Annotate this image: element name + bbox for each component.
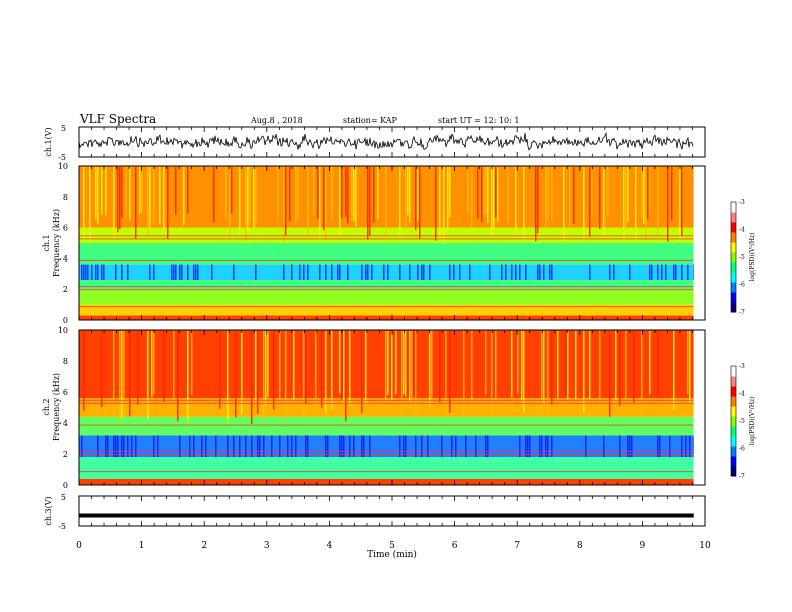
ch2-spectrogram-panel: ch.2 Frequency (kHz) 0 2 4 6 8 10 — [42, 326, 706, 490]
ch1-spec-ylabel: Frequency (kHz) — [52, 209, 61, 277]
spec1-ytick-label: 2 — [63, 285, 68, 294]
x-tick-label: 8 — [577, 541, 583, 551]
colorbar-tick-label: -6 — [739, 282, 745, 289]
colorbar-tick-label: -7 — [739, 309, 745, 316]
colorbar-tick-label: -4 — [739, 391, 745, 398]
ch1-ytick-bottom: -5 — [58, 153, 66, 162]
colorbar-segment — [731, 456, 736, 467]
colorbar-segment — [731, 242, 736, 253]
ch2-spec-ylabel: Frequency (kHz) — [52, 373, 61, 441]
colorbar-tick-label: -3 — [739, 199, 745, 206]
x-tick-label: 5 — [389, 541, 395, 551]
x-tick-label: 4 — [327, 541, 333, 551]
x-tick-labels: 0 1 2 3 4 5 6 7 8 9 10 — [76, 541, 711, 551]
x-tick-label: 6 — [452, 541, 458, 551]
x-tick-label: 1 — [139, 541, 145, 551]
colorbar-segment — [731, 396, 736, 407]
colorbar-label: log(PSD)(V²/Hz) — [749, 233, 756, 282]
axis-ticks — [78, 127, 706, 526]
spec2-ytick-label: 8 — [63, 357, 68, 366]
colorbar-segment — [731, 366, 736, 377]
colorbar-tick-label: -6 — [739, 446, 745, 453]
spec1-ytick-label: 6 — [63, 224, 68, 233]
colorbar-segment — [731, 446, 736, 457]
spec2-ytick-label: 4 — [63, 419, 68, 428]
colorbar-segment — [731, 202, 736, 213]
colorbar-frame — [730, 201, 737, 313]
colorbars: -3 -4 -5 -6 -7 log(PSD)(V²/Hz) -3 -4 -5 -6 -7 log(P… — [730, 199, 756, 480]
colorbar-segment — [731, 302, 736, 313]
colorbar-tick-label: -3 — [739, 363, 745, 370]
figure-title: VLF Spectra — [79, 112, 156, 126]
spec1-ytick-label: 0 — [63, 316, 68, 325]
colorbar-segment — [731, 416, 736, 427]
colorbar-segment — [731, 222, 736, 233]
date-label: Aug.8 , 2018 — [250, 116, 303, 125]
ch1-ylabel: ch.1(V) — [44, 127, 53, 156]
ch1-waveform-panel: 5 -5 ch.1(V) — [44, 124, 706, 162]
ch3-ylabel: ch.3(V) — [44, 496, 53, 525]
colorbar-segment — [731, 426, 736, 437]
x-tick-label: 3 — [264, 541, 270, 551]
ch3-waveform-line — [79, 513, 694, 518]
spec1-ytick-label: 4 — [63, 254, 68, 263]
ch1-spec-ylabel-channel: ch.1 — [42, 234, 51, 251]
ch1-spectrogram-image — [79, 166, 705, 320]
colorbar-segment — [731, 212, 736, 223]
ch3-ytick-bottom: -5 — [58, 522, 66, 531]
spec2-ytick-label: 10 — [58, 326, 68, 335]
ch1-spectrogram-panel: ch.1 Frequency (kHz) 0 2 4 6 8 10 — [42, 162, 706, 325]
colorbar-segment — [731, 386, 736, 397]
x-tick-label: 7 — [514, 541, 520, 551]
station-label: station= KAP — [343, 116, 398, 125]
colorbar-segment — [731, 376, 736, 387]
ch3-waveform-panel: 5 -5 ch.3(V) — [44, 493, 706, 531]
ch1-ytick-top: 5 — [61, 124, 66, 133]
spec2-ytick-label: 0 — [63, 481, 68, 490]
colorbar-frame — [730, 365, 737, 477]
ch3-ytick-top: 5 — [61, 493, 66, 502]
x-tick-label: 2 — [201, 541, 207, 551]
colorbar-segment — [731, 292, 736, 303]
x-tick-label: 0 — [76, 541, 82, 551]
colorbar-tick-label: -7 — [739, 473, 745, 480]
ch1-waveform-line — [78, 131, 694, 151]
start-ut-label: start UT = 12: 10: 1 — [438, 116, 519, 125]
colorbar-segment — [731, 436, 736, 447]
spec2-ytick-label: 6 — [63, 388, 68, 397]
ch2-spectrogram-image — [79, 330, 705, 485]
x-tick-label: 10 — [699, 541, 711, 551]
colorbar-segment — [731, 406, 736, 417]
colorbar-segment — [731, 282, 736, 293]
colorbar-tick-label: -4 — [739, 227, 745, 234]
ch2-spec-ylabel-channel: ch.2 — [42, 398, 51, 415]
colorbar-tick-label: -5 — [739, 418, 745, 425]
spec2-ytick-label: 2 — [63, 450, 68, 459]
spec1-ytick-label: 10 — [58, 162, 68, 171]
colorbar-label: log(PSD)(V²/Hz) — [749, 397, 756, 446]
colorbar-segment — [731, 232, 736, 243]
colorbar-segment — [731, 466, 736, 477]
spec1-ytick-label: 8 — [63, 193, 68, 202]
colorbar-segment — [731, 272, 736, 283]
colorbar-segment — [731, 262, 736, 273]
colorbar-segment — [731, 252, 736, 263]
x-axis-label: Time (min) — [367, 549, 417, 560]
colorbar-tick-label: -5 — [739, 254, 745, 261]
x-tick-label: 9 — [640, 541, 646, 551]
